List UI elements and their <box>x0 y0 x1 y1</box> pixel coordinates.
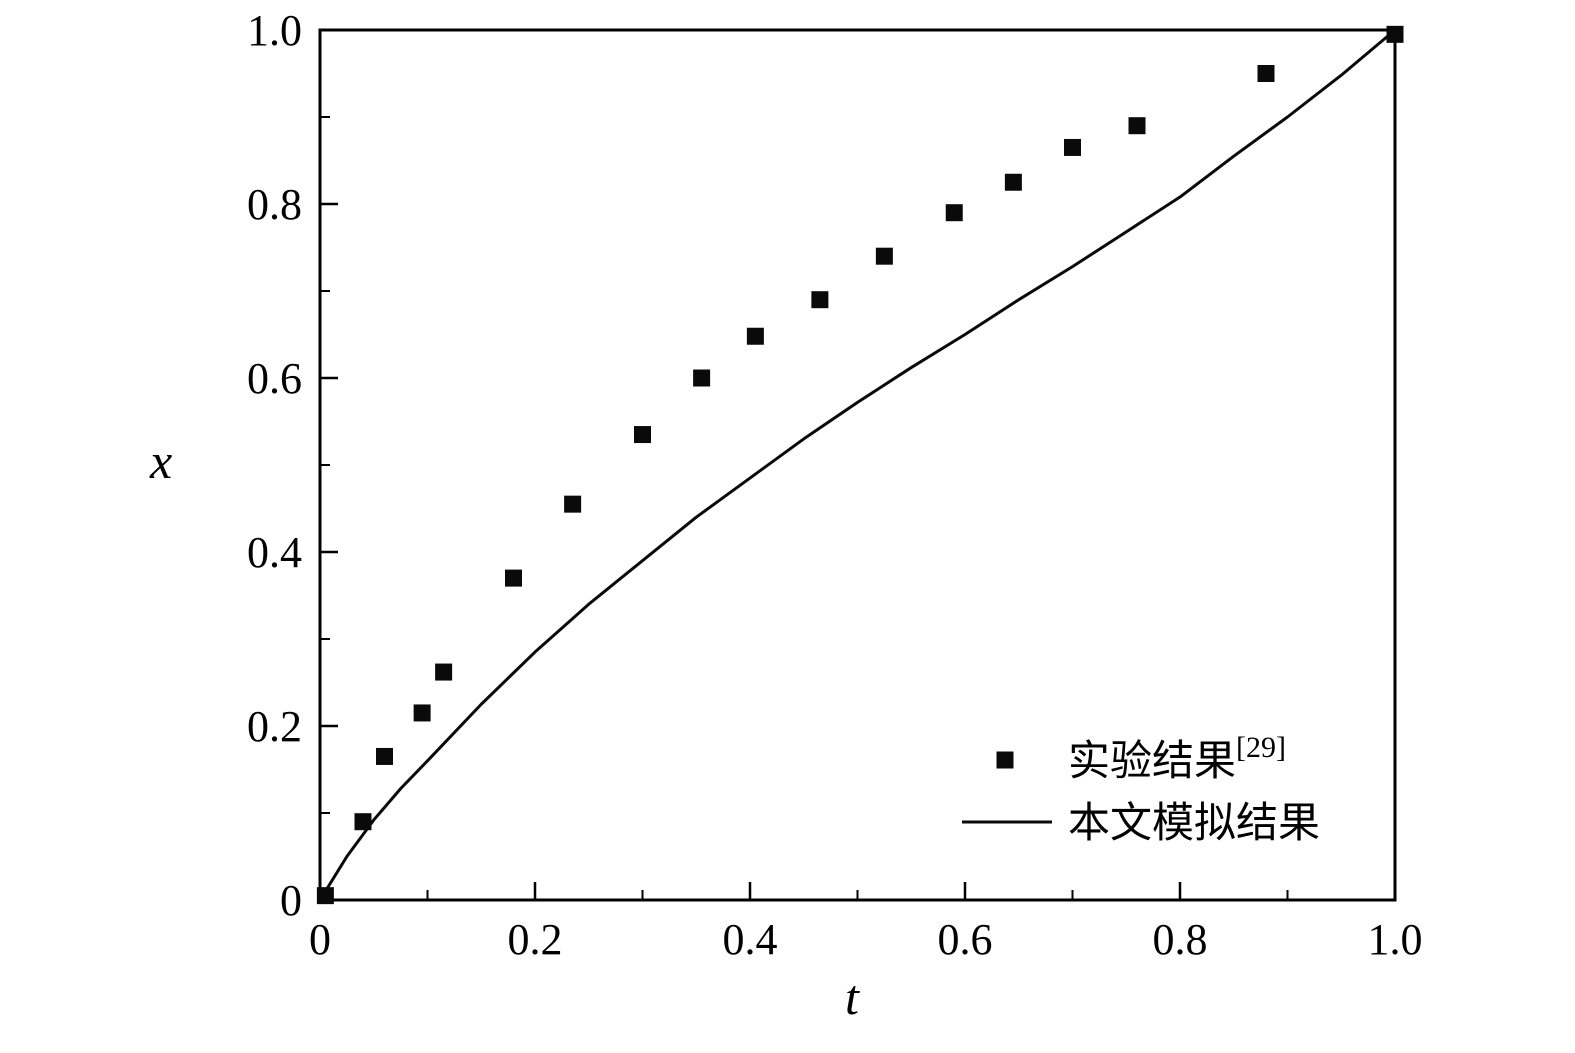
simulation-line <box>318 28 1397 902</box>
x-axis-tick-label: 0.4 <box>723 915 778 964</box>
experiment-point <box>693 369 711 387</box>
experiment-point <box>945 204 963 222</box>
y-axis-tick-label: 0.6 <box>247 354 302 403</box>
experiment-point <box>811 291 829 309</box>
experiment-point <box>435 663 453 681</box>
experiment-point <box>1004 173 1022 191</box>
experiment-point <box>746 327 764 345</box>
experiment-point <box>875 247 893 265</box>
x-axis-tick-label: 0.8 <box>1153 915 1208 964</box>
y-axis-tick-label: 0.2 <box>247 702 302 751</box>
experiment-point <box>564 495 582 513</box>
x-axis-tick-label: 0.6 <box>938 915 993 964</box>
experiment-point <box>1386 25 1404 43</box>
legend-label-experiment: 实验结果[29] <box>1068 731 1286 785</box>
y-axis-tick-label: 0.4 <box>247 528 302 577</box>
x-axis-tick-label: 0.2 <box>508 915 563 964</box>
experiment-point <box>413 704 431 722</box>
legend-marker-square <box>996 751 1014 769</box>
y-axis-tick-label: 0.8 <box>247 180 302 229</box>
experiment-point <box>1064 138 1081 156</box>
legend-experiment-text: 实验结果 <box>1068 738 1236 785</box>
plot-frame <box>318 28 1397 902</box>
experiment-point <box>505 569 522 587</box>
legend-experiment-superscript: [29] <box>1236 731 1286 764</box>
y-axis-tick-label: 1.0 <box>247 6 302 55</box>
experiment-point <box>354 813 372 831</box>
experiment-point <box>316 887 334 905</box>
experiment-point <box>634 426 651 444</box>
y-axis-tick-label: 0 <box>280 876 302 925</box>
x-axis-tick-label: 0 <box>309 915 331 964</box>
x-axis-tick-label: 1.0 <box>1368 915 1423 964</box>
experiment-point <box>1128 117 1146 135</box>
legend-label-simulation: 本文模拟结果 <box>1068 800 1320 847</box>
x-axis-label: t <box>845 969 859 1025</box>
experiment-point <box>376 747 393 765</box>
y-axis-label: x <box>150 433 173 489</box>
experiment-point <box>1257 65 1275 82</box>
